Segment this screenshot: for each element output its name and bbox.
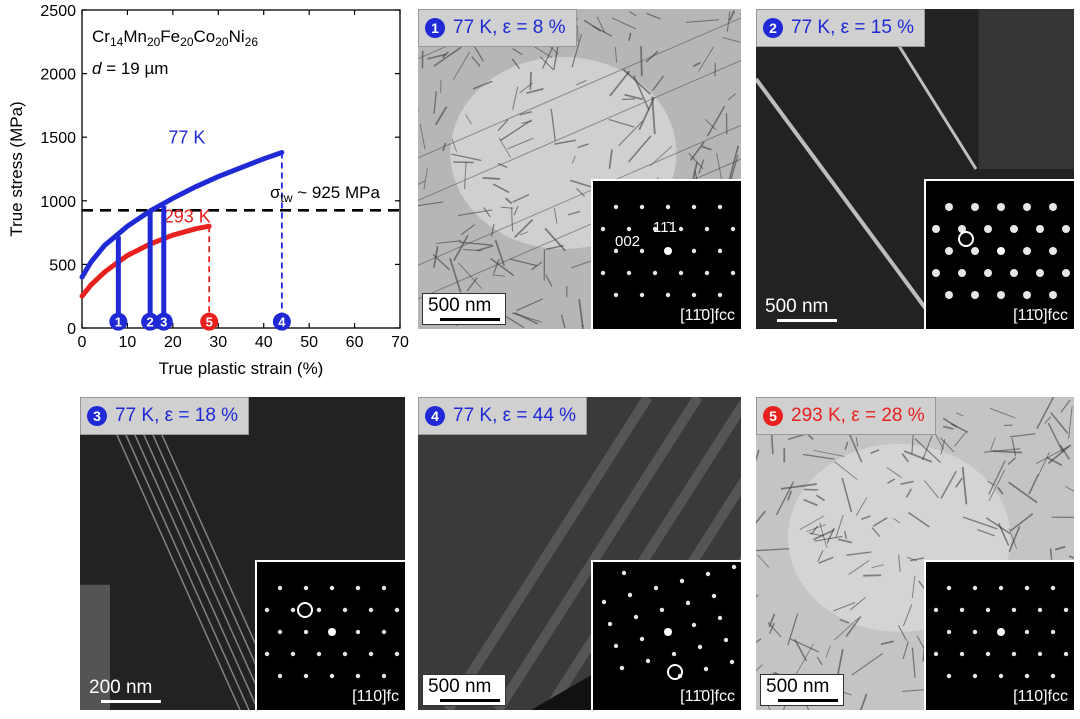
selected-spot-ring xyxy=(958,231,974,247)
x-tick-label: 30 xyxy=(209,334,227,351)
series-line-77k xyxy=(79,150,285,280)
series-line-293k xyxy=(79,223,212,299)
marker-circle xyxy=(154,312,173,331)
diffraction-inset: [11̄0]fcc xyxy=(591,560,741,710)
x-tick-label: 50 xyxy=(300,334,318,351)
marker-number: 4 xyxy=(278,315,286,330)
panel-label: 3 77 K, ε = 18 % xyxy=(80,397,250,435)
y-axis-label: True stress (MPa) xyxy=(7,101,26,236)
marker-number: 2 xyxy=(147,315,154,330)
scale-bar-line xyxy=(777,319,837,322)
diffraction-inset: [110]fcc xyxy=(924,560,1074,710)
marker-circle xyxy=(141,312,160,331)
y-tick-label: 1000 xyxy=(40,194,76,211)
y-tick-label: 500 xyxy=(49,257,76,274)
marker-number: 3 xyxy=(160,315,167,330)
marker-circle xyxy=(272,312,291,331)
stress-strain-chart: 0 10 20 30 40 50 60 70 0 500 1000 1500 2000 2500 77 K… xyxy=(7,3,409,378)
x-axis-label: True plastic strain (%) xyxy=(159,359,324,378)
diffraction-pattern xyxy=(601,564,737,680)
scale-bar-label: 500 nm xyxy=(766,676,830,697)
y-tick-label: 0 xyxy=(67,321,76,338)
interrupted-test-markers: 1 2 3 45 xyxy=(109,152,291,331)
marker-number: 1 xyxy=(115,315,122,330)
x-tick-label: 0 xyxy=(78,334,87,351)
panel-label: 2 77 K, ε = 15 % xyxy=(756,9,926,47)
panel-condition-label: 77 K, ε = 18 % xyxy=(115,405,239,426)
tem-panel-5: 5 293 K, ε = 28 % [110]fcc 500 nm xyxy=(756,397,1074,710)
composition-label: Cr14Mn20Fe20Co20Ni26 xyxy=(92,27,258,49)
series-layer: 77 K 293 K xyxy=(79,128,400,299)
series-label-293k: 293 K xyxy=(164,206,211,226)
scale-bar: 500 nm xyxy=(760,295,842,325)
scale-bar-label: 500 nm xyxy=(428,676,492,697)
scale-bar-label: 500 nm xyxy=(765,296,829,317)
selected-spot-ring xyxy=(667,664,683,680)
micrograph-image xyxy=(80,397,405,710)
marker-circle xyxy=(200,312,219,331)
zone-axis-label: [11̄0]fcc xyxy=(680,688,735,705)
axis-ticks: 0 10 20 30 40 50 60 70 0 500 1000 1500 2000 2500 xyxy=(40,3,409,351)
x-tick-label: 40 xyxy=(255,334,273,351)
zone-axis-label: [11̄0]fcc xyxy=(680,307,735,324)
marker-number: 5 xyxy=(206,315,213,330)
selected-spot-ring xyxy=(297,602,313,618)
scale-bar-label: 200 nm xyxy=(89,677,153,698)
diffraction-index-label: 11̄1 xyxy=(653,219,677,236)
panel-condition-label: 293 K, ε = 28 % xyxy=(791,405,925,426)
scale-bar: 200 nm xyxy=(84,676,166,706)
diffraction-index-label: 002 xyxy=(615,233,641,250)
panel-number-badge: 5 xyxy=(763,406,783,426)
diffraction-pattern xyxy=(600,204,736,298)
panel-number-badge: 2 xyxy=(763,18,783,38)
scale-bar-line xyxy=(440,318,500,321)
panel-label: 4 77 K, ε = 44 % xyxy=(418,397,588,435)
x-tick-label: 60 xyxy=(346,334,364,351)
scale-bar-line xyxy=(440,699,500,702)
zone-axis-label: [110]fcc xyxy=(1013,688,1068,705)
diffraction-pattern xyxy=(933,585,1069,679)
diffraction-inset: [11̄0]fcc xyxy=(924,179,1074,329)
threshold-label: σtw ~ 925 MPa xyxy=(270,183,380,205)
tem-panel-4: 4 77 K, ε = 44 % [11̄0]fcc 500 nm xyxy=(418,397,741,710)
tem-panel-1: 1 77 K, ε = 8 % [11̄0]fcc 002 11̄1 500 nm xyxy=(418,9,741,329)
micrograph-image xyxy=(418,9,741,329)
marker-circle xyxy=(109,312,128,331)
panel-number-badge: 3 xyxy=(87,406,107,426)
series-label-77k: 77 K xyxy=(168,128,205,148)
zone-axis-label: [11̄0]fcc xyxy=(1013,307,1068,324)
diffraction-pattern xyxy=(264,585,400,679)
diffraction-inset: [110]fc xyxy=(255,560,405,710)
panel-number-badge: 4 xyxy=(425,406,445,426)
zone-axis-label: [110]fc xyxy=(352,688,399,705)
diffraction-pattern xyxy=(932,203,1070,299)
y-tick-label: 1500 xyxy=(40,130,76,147)
panel-number-badge: 1 xyxy=(425,18,445,38)
scale-bar-line xyxy=(778,699,838,702)
plot-frame xyxy=(81,9,401,329)
grain-size-label: d = 19 µm xyxy=(92,59,168,78)
scale-bar: 500 nm xyxy=(422,293,506,325)
x-tick-label: 10 xyxy=(119,334,137,351)
scale-bar: 500 nm xyxy=(760,674,844,706)
scale-bar-line xyxy=(101,700,161,703)
panel-label: 5 293 K, ε = 28 % xyxy=(756,397,936,435)
scale-bar-label: 500 nm xyxy=(428,295,492,316)
tem-panel-2: 2 77 K, ε = 15 % [11̄0]fcc 500 nm xyxy=(756,9,1074,329)
micrograph-image xyxy=(418,397,741,710)
panel-condition-label: 77 K, ε = 44 % xyxy=(453,405,577,426)
y-tick-label: 2000 xyxy=(40,67,76,84)
micrograph-image xyxy=(756,397,1074,710)
tem-panel-3: 3 77 K, ε = 18 % [110]fc 200 nm xyxy=(80,397,405,710)
diffraction-inset: [11̄0]fcc 002 11̄1 xyxy=(591,179,741,329)
panel-label: 1 77 K, ε = 8 % xyxy=(418,9,577,47)
panel-condition-label: 77 K, ε = 15 % xyxy=(791,17,915,38)
panel-condition-label: 77 K, ε = 8 % xyxy=(453,17,566,38)
y-tick-label: 2500 xyxy=(40,3,76,20)
scale-bar: 500 nm xyxy=(422,674,506,706)
x-tick-label: 20 xyxy=(164,334,182,351)
x-tick-label: 70 xyxy=(391,334,409,351)
